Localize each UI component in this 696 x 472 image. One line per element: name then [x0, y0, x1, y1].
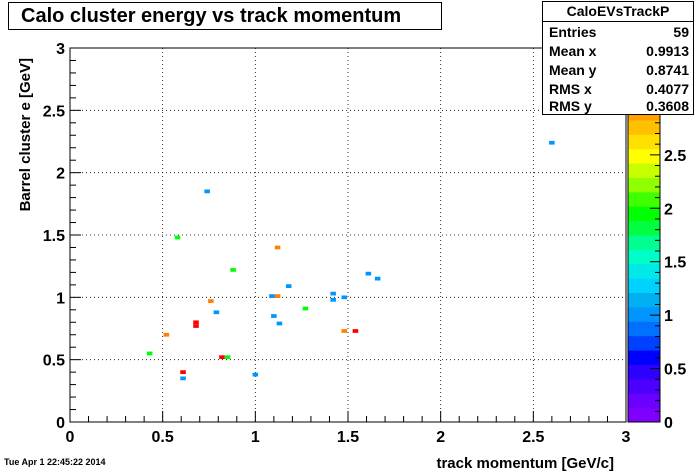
heatmap-cell	[341, 329, 348, 333]
stats-value: 0.9913	[646, 43, 689, 59]
stats-label: Entries	[549, 24, 597, 40]
cells-layer	[146, 140, 555, 381]
ticks-layer: 0 0.5 1 1.5 2 2.5 3 0 0.5 1 1.5 2 2.5 3	[43, 41, 631, 446]
stats-value: 0.3608	[646, 98, 689, 114]
y-tick-label: 3	[56, 41, 65, 58]
stats-row-rms-x: RMS x 0.4077	[549, 80, 689, 99]
heatmap-cell	[193, 320, 199, 325]
palette-swatch	[628, 364, 660, 380]
heatmap-cell	[365, 271, 372, 276]
palette-tick-label: 0.5	[664, 362, 686, 379]
palette-swatch	[628, 206, 660, 222]
heatmap-cell	[341, 295, 348, 300]
heatmap-cell	[302, 306, 309, 311]
stats-value: 59	[673, 24, 689, 40]
stats-row-entries: Entries 59	[549, 23, 689, 42]
y-tick-label: 0.5	[43, 353, 65, 370]
x-tick-label: 0	[66, 429, 75, 446]
stats-value: 0.4077	[646, 81, 689, 97]
heatmap-cell	[271, 314, 277, 318]
palette-swatch	[628, 134, 660, 150]
x-tick-label: 1	[251, 429, 260, 446]
palette-swatch	[628, 177, 660, 193]
y-tick-label: 2	[56, 166, 65, 183]
heatmap-cell	[174, 235, 181, 240]
heatmap-cell	[180, 370, 186, 375]
stats-label: RMS y	[549, 98, 592, 114]
heatmap-cell	[252, 372, 259, 377]
stats-label: Mean x	[549, 43, 597, 59]
heatmap-cell	[352, 329, 359, 333]
palette-swatch	[628, 278, 660, 294]
heatmap-cell	[330, 297, 336, 302]
palette-swatch	[628, 249, 660, 265]
palette-swatch	[628, 335, 660, 351]
palette-swatch	[628, 393, 660, 409]
y-axis-label: Barrel cluster e [GeV]	[17, 58, 34, 211]
stats-label: RMS x	[549, 81, 592, 97]
palette-swatch	[628, 306, 660, 322]
y-tick-label: 0	[56, 415, 65, 432]
palette-swatch	[628, 148, 660, 164]
y-tick-label: 1.5	[43, 228, 65, 245]
chart-title: Calo cluster energy vs track momentum	[21, 5, 402, 27]
stats-title: CaloEVsTrackP	[543, 2, 693, 22]
palette-swatch	[628, 191, 660, 207]
heatmap-cell	[276, 321, 283, 326]
palette-swatch	[628, 119, 660, 135]
heatmap-cell	[163, 332, 170, 337]
palette-swatch	[628, 263, 660, 279]
y-tick-label: 1	[56, 290, 65, 307]
palette-tick-label: 1.5	[664, 255, 686, 272]
heatmap-cell	[230, 268, 236, 272]
heatmap-cell	[549, 140, 555, 145]
palette-swatch	[628, 350, 660, 365]
palette-swatch	[628, 378, 660, 394]
stats-row-mean-x: Mean x 0.9913	[549, 42, 689, 61]
heatmap-cell	[224, 355, 231, 360]
palette-tick-label: 2.5	[664, 148, 686, 165]
palette-swatch	[628, 407, 660, 423]
heatmap-cell	[269, 294, 275, 298]
palette-tick-label: 0	[664, 415, 673, 432]
x-tick-label: 2.5	[522, 429, 544, 446]
palette-tick-label: 2	[664, 201, 673, 218]
x-tick-label: 3	[622, 429, 631, 446]
heatmap-cell	[193, 324, 199, 328]
stats-value: 0.8741	[646, 62, 689, 78]
heatmap-cell	[180, 376, 186, 381]
palette-swatch	[628, 163, 660, 178]
x-axis-label: track momentum [GeV/c]	[436, 455, 614, 472]
x-tick-label: 1.5	[337, 429, 359, 446]
x-tick-label: 0.5	[152, 429, 174, 446]
stats-box: CaloEVsTrackP Entries 59 Mean x 0.9913 M…	[542, 1, 694, 115]
footer-timestamp: Tue Apr 1 22:45:22 2014	[4, 457, 106, 467]
palette-tick-label: 1	[664, 308, 673, 325]
palette-swatch	[628, 321, 660, 337]
x-tick-label: 2	[436, 429, 445, 446]
heatmap-cell	[330, 291, 336, 296]
heatmap-cell	[285, 284, 292, 288]
y-tick-label: 2.5	[43, 103, 65, 120]
stats-row-mean-y: Mean y 0.8741	[549, 61, 689, 80]
title-box: Calo cluster energy vs track momentum	[8, 2, 442, 30]
heatmap-cell	[213, 310, 220, 315]
heatmap-cell	[274, 245, 281, 250]
stats-label: Mean y	[549, 62, 597, 78]
heatmap-cell	[374, 276, 381, 281]
stats-row-rms-y: RMS y 0.3608	[549, 97, 689, 116]
heatmap-cell	[208, 299, 214, 303]
grid-layer	[70, 48, 626, 422]
heatmap-cell	[219, 355, 225, 360]
heatmap-cell	[274, 294, 281, 298]
palette-swatch	[628, 220, 660, 236]
palette-swatch	[628, 292, 660, 308]
heatmap-cell	[146, 351, 153, 356]
heatmap-cell	[204, 189, 210, 194]
palette-swatch	[628, 235, 660, 250]
